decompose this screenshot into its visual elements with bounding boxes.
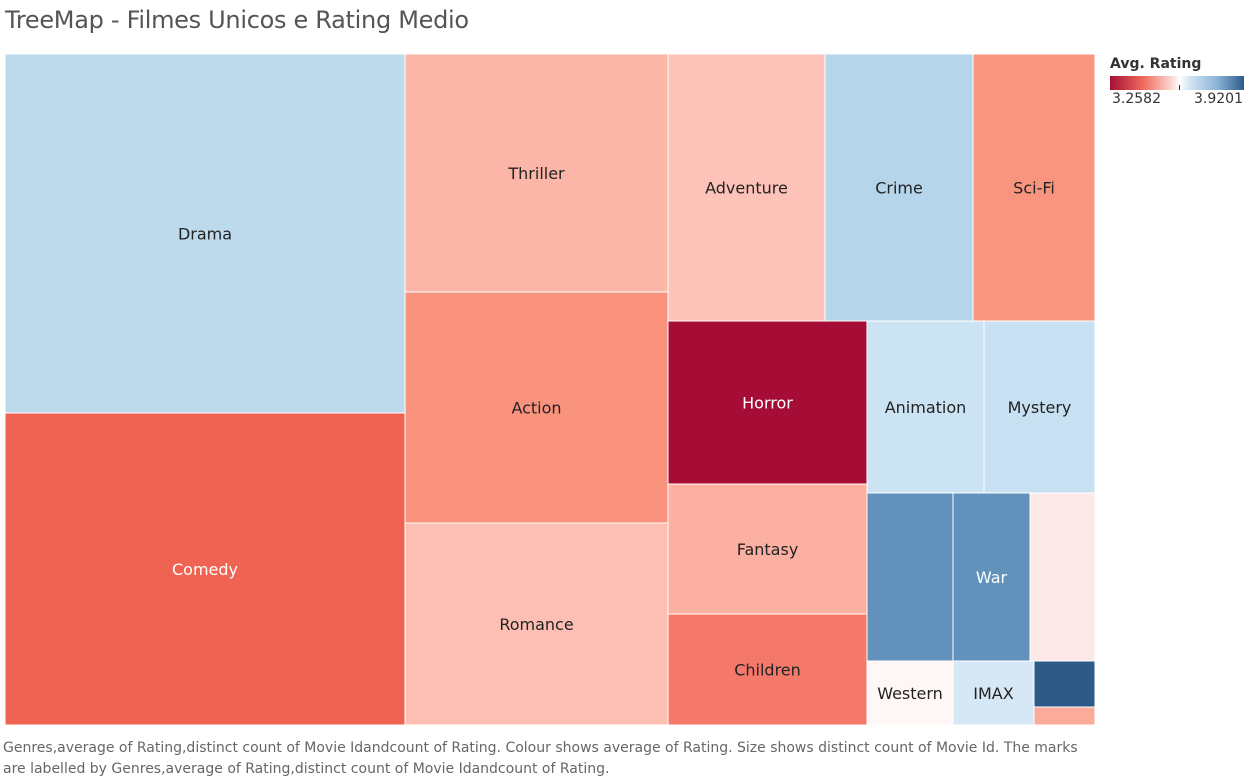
tile-rect-action[interactable] bbox=[404, 291, 669, 524]
tile-label-imax: IMAX bbox=[973, 684, 1013, 703]
tile-label-mystery: Mystery bbox=[1008, 398, 1072, 417]
color-legend: Avg. Rating 3.2582 3.9201 bbox=[1110, 56, 1245, 107]
tile-imax[interactable]: IMAX bbox=[952, 660, 1035, 726]
tile-label-romance: Romance bbox=[499, 615, 573, 634]
tile-rect-mystery[interactable] bbox=[983, 320, 1096, 494]
tile-label-action: Action bbox=[511, 399, 561, 418]
tile-rect-animation[interactable] bbox=[866, 320, 985, 494]
tile-adventure[interactable]: Adventure bbox=[667, 54, 826, 322]
tile-label-crime: Crime bbox=[875, 179, 923, 198]
tile-drama[interactable]: Drama bbox=[5, 54, 406, 414]
tile-rect-drama[interactable] bbox=[5, 54, 406, 414]
tile-unlabeled-15[interactable] bbox=[1029, 492, 1096, 662]
tile-label-animation: Animation bbox=[885, 398, 967, 417]
tile-label-western: Western bbox=[877, 684, 943, 703]
tile-war[interactable]: War bbox=[952, 492, 1031, 662]
tile-label-fantasy: Fantasy bbox=[737, 540, 799, 559]
tile-rect-crime[interactable] bbox=[824, 54, 974, 322]
tile-rect-sci-fi[interactable] bbox=[972, 54, 1096, 322]
tile-label-war: War bbox=[976, 568, 1008, 587]
tile-action[interactable]: Action bbox=[404, 291, 669, 524]
tile-comedy[interactable]: Comedy bbox=[5, 412, 406, 726]
tile-rect-children[interactable] bbox=[667, 613, 868, 726]
tile-rect-unlabeled-19[interactable] bbox=[1033, 706, 1096, 726]
tile-rect-unlabeled-15[interactable] bbox=[1029, 492, 1096, 662]
tile-rect-comedy[interactable] bbox=[5, 412, 406, 726]
tile-label-comedy: Comedy bbox=[172, 560, 238, 579]
legend-min-label: 3.2582 bbox=[1112, 91, 1161, 107]
tile-animation[interactable]: Animation bbox=[866, 320, 985, 494]
tile-unlabeled-19[interactable] bbox=[1033, 706, 1096, 726]
legend-midpoint-tick bbox=[1179, 85, 1180, 90]
tile-label-adventure: Adventure bbox=[705, 179, 788, 198]
tile-rect-horror[interactable] bbox=[667, 320, 868, 485]
legend-max-label: 3.9201 bbox=[1194, 91, 1243, 107]
tile-crime[interactable]: Crime bbox=[824, 54, 974, 322]
tile-rect-war[interactable] bbox=[952, 492, 1031, 662]
tile-label-thriller: Thriller bbox=[507, 164, 565, 183]
tile-label-drama: Drama bbox=[178, 225, 232, 244]
tile-fantasy[interactable]: Fantasy bbox=[667, 483, 868, 615]
tile-unlabeled-18[interactable] bbox=[1033, 660, 1096, 708]
tile-rect-fantasy[interactable] bbox=[667, 483, 868, 615]
tile-rect-unlabeled-13[interactable] bbox=[866, 492, 954, 662]
tile-label-children: Children bbox=[734, 661, 801, 680]
tile-rect-western[interactable] bbox=[866, 660, 954, 726]
tile-rect-romance[interactable] bbox=[404, 522, 669, 726]
chart-caption: Genres,average of Rating,distinct count … bbox=[3, 740, 1078, 777]
tile-unlabeled-13[interactable] bbox=[866, 492, 954, 662]
tile-rect-unlabeled-18[interactable] bbox=[1033, 660, 1096, 708]
tile-horror[interactable]: Horror bbox=[667, 320, 868, 485]
tile-romance[interactable]: Romance bbox=[404, 522, 669, 726]
legend-title: Avg. Rating bbox=[1110, 56, 1202, 72]
chart-title: TreeMap - Filmes Unicos e Rating Medio bbox=[5, 6, 469, 34]
tile-children[interactable]: Children bbox=[667, 613, 868, 726]
tile-rect-adventure[interactable] bbox=[667, 54, 826, 322]
legend-color-ramp bbox=[1110, 76, 1244, 90]
tile-sci-fi[interactable]: Sci-Fi bbox=[972, 54, 1096, 322]
tile-western[interactable]: Western bbox=[866, 660, 954, 726]
treemap-chart: Drama Comedy Thriller Action Romance Adventur… bbox=[5, 54, 1096, 726]
tile-label-sci-fi: Sci-Fi bbox=[1013, 179, 1055, 198]
tile-thriller[interactable]: Thriller bbox=[404, 54, 669, 293]
tile-rect-imax[interactable] bbox=[952, 660, 1035, 726]
tile-label-horror: Horror bbox=[742, 394, 793, 413]
tile-mystery[interactable]: Mystery bbox=[983, 320, 1096, 494]
